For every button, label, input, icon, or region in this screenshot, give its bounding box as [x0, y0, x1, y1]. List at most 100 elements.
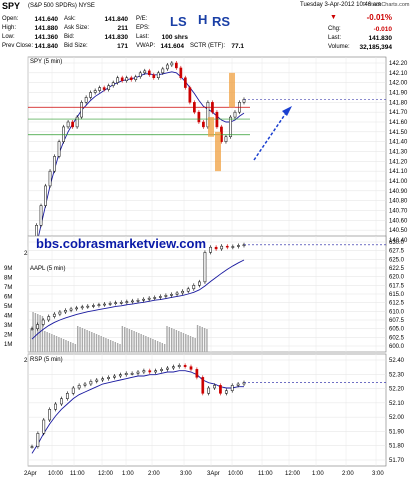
field-value: 100 shrs: [161, 34, 188, 41]
change-pct: -0.01%: [366, 13, 392, 22]
price-candle: [181, 290, 184, 294]
price-candle: [77, 385, 81, 389]
y-tick-label: 141.50: [389, 130, 408, 136]
price-candle: [39, 205, 43, 226]
price-candle: [202, 121, 205, 128]
field-label: Bid:: [64, 34, 75, 40]
price-candle: [136, 299, 140, 302]
volume-tick-label: 4M: [4, 314, 12, 320]
x-tick-label: 11:00: [70, 471, 85, 477]
y-tick-label: 612.5: [389, 301, 405, 307]
price-candle: [183, 365, 187, 367]
price-candle: [75, 116, 79, 128]
price-candle: [92, 305, 95, 307]
volume-bar: [30, 330, 32, 352]
price-candle: [86, 305, 90, 308]
price-candle: [147, 297, 151, 300]
y-tick-label: 141.60: [389, 120, 408, 126]
price-candle: [230, 385, 234, 391]
volume-bar: [126, 328, 128, 352]
y-tick-label: 625.0: [389, 257, 405, 263]
y-tick-label: 141.70: [389, 110, 408, 116]
volume-bar: [149, 338, 152, 352]
price-candle: [195, 369, 199, 378]
y-tick-label: 610.0: [389, 309, 405, 315]
price-candle: [177, 365, 181, 367]
volume-bar: [128, 329, 131, 352]
price-candle: [237, 245, 240, 247]
volume-bar: [156, 341, 159, 352]
volume-bar: [166, 326, 168, 352]
price-candle: [152, 74, 156, 79]
price-candle: [189, 366, 193, 370]
price-candle: [30, 328, 34, 330]
y-tick-label: 141.00: [389, 179, 408, 185]
volume-bar: [159, 342, 161, 352]
price-candle: [36, 324, 39, 329]
exchange-label: (S&P 500 SPDRs) NYSE: [28, 3, 95, 9]
volume-bar: [65, 340, 67, 352]
price-candle: [153, 297, 157, 299]
x-tick-label: 10:00: [228, 471, 244, 477]
highlight-right-shoulder: [229, 72, 235, 108]
y-tick-label: 51.70: [389, 458, 405, 464]
volume-tick-label: 1M: [4, 342, 12, 348]
field-value: 141.830: [368, 35, 393, 42]
volume-bar: [69, 342, 72, 352]
volume-bar: [44, 331, 46, 352]
volume-bar: [81, 328, 84, 352]
price-candle: [71, 387, 75, 394]
pattern-label-ls: LS: [170, 14, 187, 29]
price-candle: [48, 409, 52, 421]
x-tick-label: 3:00: [372, 471, 384, 477]
price-candle: [207, 387, 211, 394]
y-tick-label: 600.0: [389, 344, 405, 350]
price-candle: [118, 374, 122, 377]
price-candle: [130, 373, 134, 375]
volume-bar: [180, 332, 182, 352]
x-tick-label: 10:00: [48, 471, 64, 477]
field-value: 171: [117, 43, 128, 50]
price-candle: [229, 116, 232, 138]
volume-bar: [161, 343, 163, 352]
field-value: 141.360: [34, 34, 59, 41]
price-candle: [161, 68, 165, 74]
volume-bar: [32, 312, 34, 352]
y-tick-label: 142.20: [389, 61, 408, 67]
price-candle: [206, 102, 210, 128]
field-label: Ask:: [64, 16, 76, 22]
volume-bar: [124, 327, 126, 352]
y-tick-label: 142.10: [389, 71, 408, 77]
price-candle: [125, 301, 129, 303]
pattern-label-rs: RS: [212, 14, 231, 29]
price-candle: [186, 288, 190, 292]
x-tick-label: 1:00: [312, 471, 324, 477]
volume-bar: [41, 316, 44, 352]
volume-bar: [194, 338, 196, 352]
field-value: 141.880: [34, 25, 59, 32]
volume-bar: [145, 336, 147, 352]
price-candle: [84, 97, 88, 103]
y-tick-label: 142.00: [389, 81, 408, 87]
price-candle: [65, 393, 69, 399]
price-candle: [156, 72, 160, 79]
volume-bar: [119, 344, 121, 352]
price-candle: [192, 285, 196, 290]
volume-bar: [171, 328, 173, 352]
volume-bar: [107, 339, 109, 352]
volume-bar: [58, 337, 60, 352]
field-label: Open:: [2, 16, 19, 22]
volume-bar: [131, 330, 133, 352]
price-candle: [30, 446, 34, 448]
volume-bar: [140, 334, 142, 352]
price-candle: [44, 185, 47, 206]
price-candle: [236, 383, 240, 386]
price-candle: [89, 92, 92, 98]
date-label: Tuesday 3-Apr-2012 10:46 am: [300, 2, 382, 8]
price-candle: [80, 102, 83, 118]
price-candle: [219, 385, 222, 394]
price-candle: [116, 77, 120, 83]
price-candle: [107, 85, 111, 90]
price-candle: [142, 298, 145, 301]
volume-bar: [206, 329, 208, 352]
